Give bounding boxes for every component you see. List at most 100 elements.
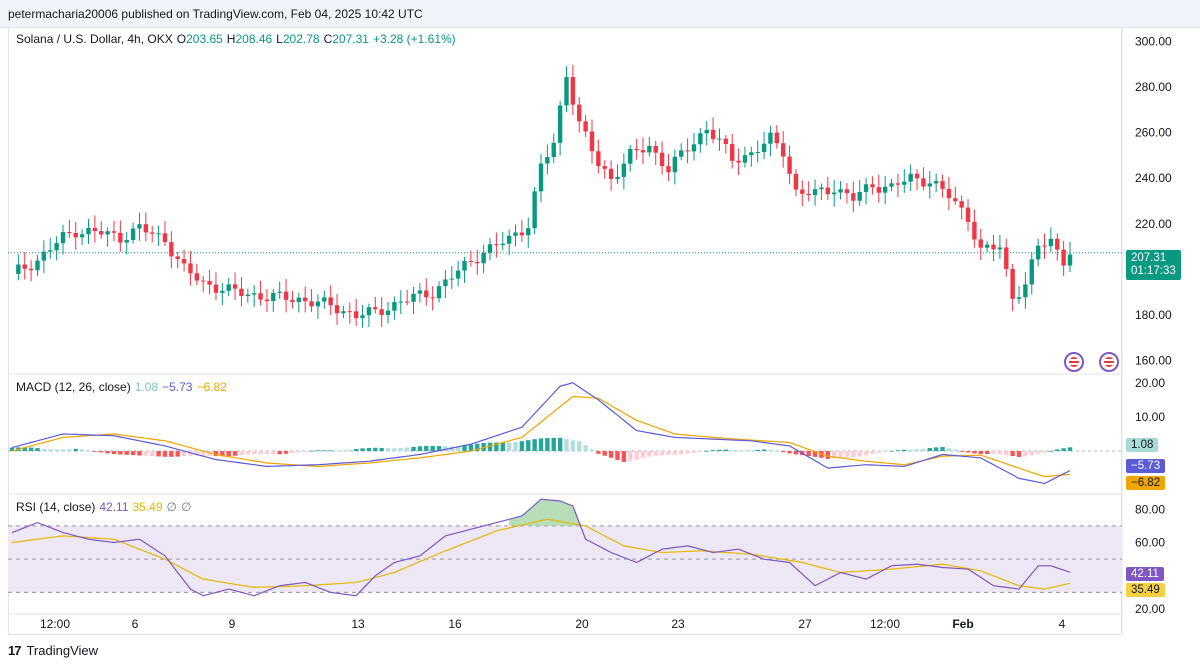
macd-histogram-bar [895, 450, 901, 452]
candle-body [672, 156, 678, 173]
candle-body [392, 302, 397, 311]
macd-histogram-bar [621, 451, 627, 462]
time-axis-tick: 6 [132, 617, 139, 631]
macd-histogram-bar [538, 438, 544, 452]
macd-histogram-bar [768, 450, 773, 452]
macd-histogram-bar [1067, 447, 1073, 452]
us-event-flag-icon[interactable] [1099, 352, 1119, 372]
macd-signal-value: −6.82 [196, 380, 227, 394]
macd-label[interactable]: MACD (12, 26, close) [16, 380, 131, 394]
price-badge: 207.31 01:17:33 [1126, 250, 1181, 280]
candle-body [239, 288, 244, 296]
brand-name[interactable]: TradingView [26, 643, 99, 658]
low-key: L [276, 32, 283, 46]
macd-histogram-bar [226, 451, 231, 457]
macd-histogram-bar [60, 449, 66, 452]
macd-line [11, 382, 1071, 485]
macd-histogram-bar [679, 451, 684, 455]
candle-body [755, 152, 760, 154]
macd-histogram-bar [385, 448, 391, 452]
time-axis-tick: 27 [798, 617, 812, 631]
candle-body [169, 242, 174, 257]
candle-body [774, 132, 780, 144]
candle-body [251, 293, 257, 295]
macd-histogram-bar [494, 442, 499, 452]
macd-histogram-bar [245, 451, 251, 455]
candle-body [997, 247, 1003, 250]
macd-histogram-bar [105, 451, 110, 454]
rsi-axis-tick: 60.00 [1135, 536, 1165, 550]
candle-body [28, 268, 34, 271]
macd-histogram-bar [902, 449, 907, 452]
macd-histogram-bar [424, 445, 429, 452]
macd-histogram-bar [838, 451, 843, 459]
macd-histogram-bar [608, 451, 614, 458]
candle-body [857, 191, 862, 201]
macd-histogram-bar [946, 448, 952, 452]
symbol-label[interactable]: Solana / U.S. Dollar, 4h, OKX [16, 32, 173, 46]
candle-body [659, 152, 665, 167]
candle-body [978, 239, 983, 248]
candle-body [717, 138, 722, 140]
macd-histogram-bar [239, 451, 244, 456]
candle-body [137, 224, 142, 229]
macd-histogram-bar [1004, 451, 1009, 456]
candle-body [188, 263, 193, 274]
macd-histogram-bar [379, 447, 384, 452]
candle-body [602, 166, 607, 169]
macd-histogram-bar [73, 448, 78, 452]
candle-body [220, 290, 225, 293]
macd-histogram-bar [519, 441, 525, 452]
candle-body [86, 227, 91, 235]
candle-body [411, 293, 416, 302]
candle-body [704, 129, 709, 134]
macd-histogram-bar [475, 443, 480, 452]
candle-body [1016, 297, 1022, 299]
candle-body [328, 297, 333, 306]
macd-histogram-bar [455, 446, 461, 452]
macd-histogram-bar [628, 451, 633, 461]
candle-body [322, 297, 327, 302]
macd-histogram-bar [194, 451, 200, 456]
macd-histogram-bar [755, 449, 760, 452]
macd-histogram-bar [271, 451, 276, 455]
macd-histogram-bar [468, 444, 474, 452]
us-event-flag-icon[interactable] [1064, 352, 1084, 372]
candle-body [118, 232, 123, 243]
candle-body [506, 235, 512, 244]
candle-body [283, 291, 289, 300]
macd-histogram-bar [921, 448, 926, 452]
macd-histogram-bar [162, 451, 168, 457]
macd-histogram-bar [35, 448, 40, 452]
rsi-axis-tick: 80.00 [1135, 502, 1165, 516]
macd-histogram-bar [831, 451, 837, 459]
candle-body [691, 144, 697, 152]
candle-body [1042, 245, 1047, 247]
macd-histogram-bar [449, 446, 454, 452]
macd-histogram-bar [417, 446, 423, 452]
macd-axis-tick: 10.00 [1135, 410, 1165, 424]
macd-histogram-bar [882, 451, 888, 452]
macd-histogram-bar [169, 451, 174, 457]
candle-body [634, 148, 639, 151]
macd-histogram-bar [761, 449, 767, 452]
rsi-label[interactable]: RSI (14, close) [16, 500, 96, 514]
macd-histogram-bar [577, 441, 582, 452]
candle-body [143, 224, 149, 233]
candle-body [851, 193, 856, 201]
macd-histogram-bar [1016, 451, 1022, 457]
macd-line-value: −5.73 [162, 380, 193, 394]
macd-histogram-bar [79, 449, 85, 452]
macd-histogram-bar [436, 446, 442, 452]
candle-body [124, 240, 129, 243]
macd-histogram-bar [615, 451, 620, 460]
macd-axis-tick: 20.00 [1135, 376, 1165, 390]
candle-body [736, 160, 741, 163]
candle-body [258, 293, 263, 300]
candle-body [417, 290, 423, 294]
macd-histogram-bar [1035, 451, 1041, 454]
candle-body [685, 150, 690, 152]
tradingview-logo-icon[interactable]: 17 [8, 643, 22, 658]
macd-histogram-bar [232, 451, 238, 456]
